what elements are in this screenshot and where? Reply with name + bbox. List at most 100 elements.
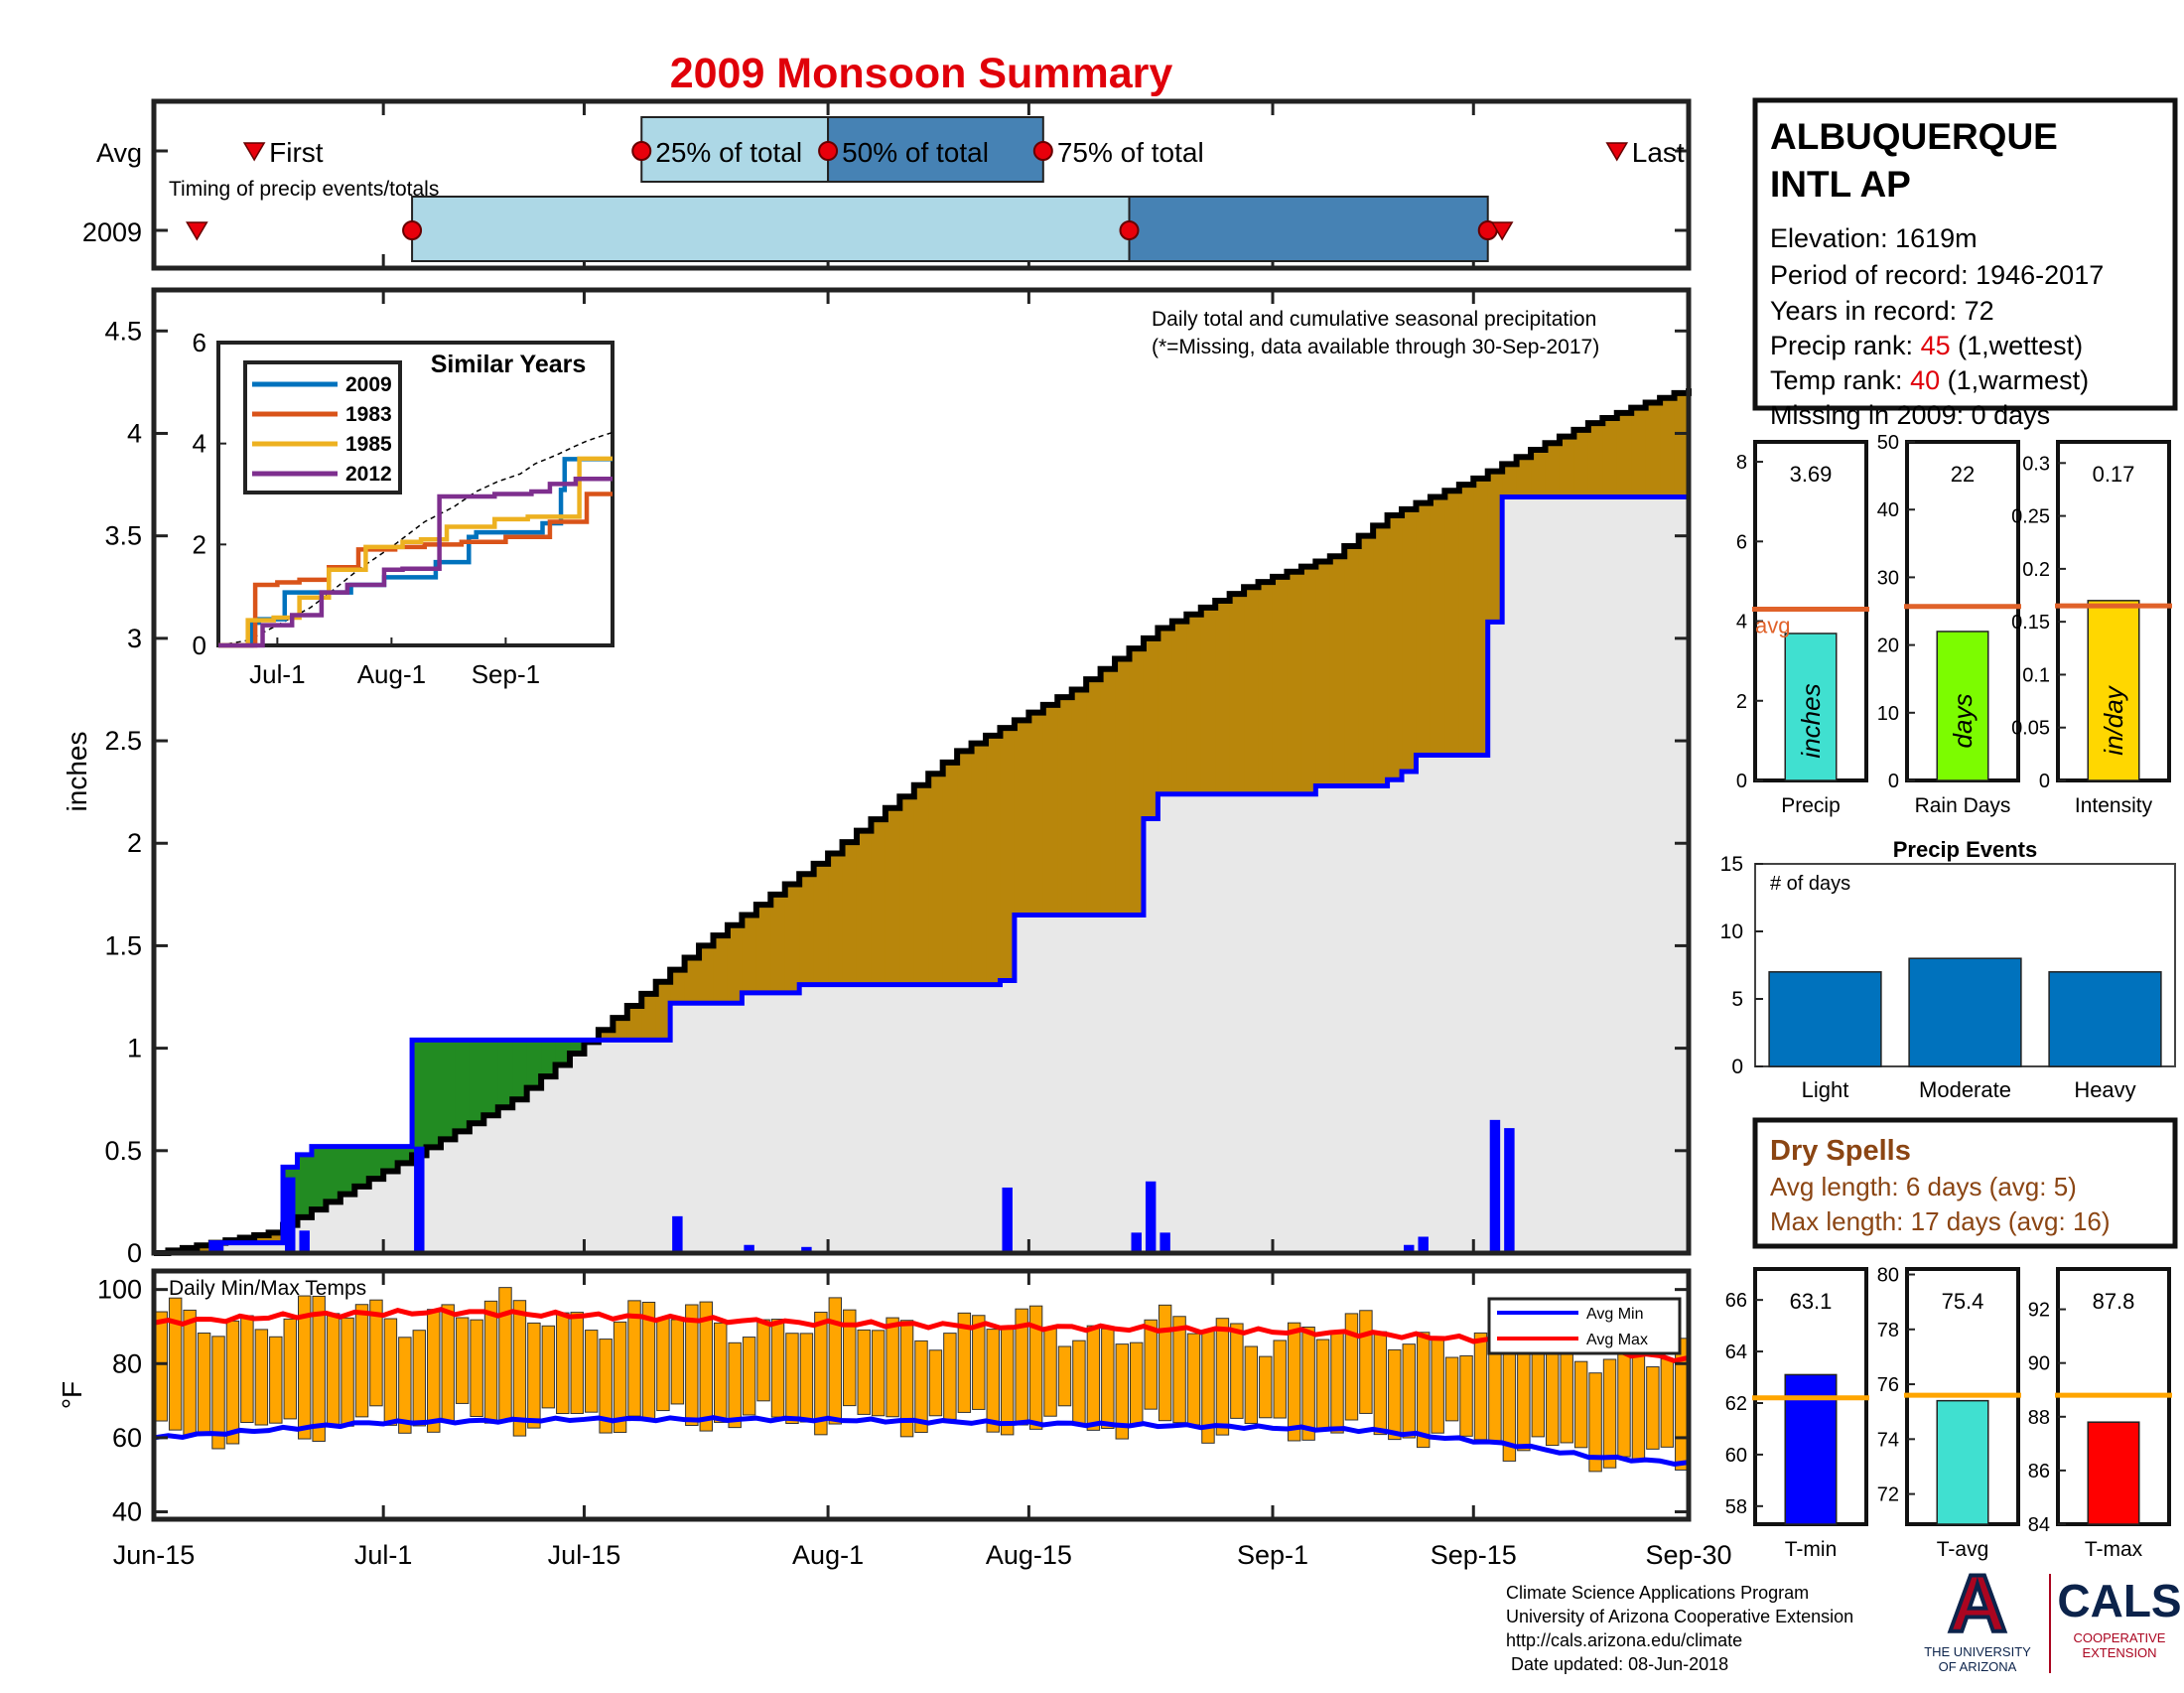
t_min-ytick-label: 60 — [1725, 1445, 1747, 1467]
deficit-fill — [1559, 436, 1575, 497]
deficit-fill — [871, 819, 887, 985]
below-fill — [225, 1242, 241, 1253]
date-tick-label: Aug-1 — [792, 1540, 864, 1570]
rain_days-xlabel: Rain Days — [1915, 794, 2011, 817]
t_avg-ytick-label: 78 — [1877, 1320, 1899, 1341]
deficit-fill — [1000, 728, 1016, 981]
inset-axes: 0 2 4 6 Jul-1 Aug-1 Sep-1 — [193, 328, 541, 689]
date-tick-label: Jun-15 — [113, 1540, 196, 1570]
main-ytick-label: 0.5 — [104, 1136, 142, 1166]
events-ytick-label: 5 — [1731, 988, 1743, 1011]
temp-range-bar — [1186, 1333, 1201, 1426]
temp-range-bar — [1244, 1345, 1259, 1424]
deficit-fill — [1545, 443, 1561, 497]
deficit-fill — [254, 1234, 270, 1243]
timing-first-last-marker — [1490, 221, 1514, 241]
temp-range-bar — [1072, 1340, 1086, 1426]
deficit-fill — [1171, 621, 1187, 794]
surplus-fill — [483, 1040, 499, 1116]
precip_total-ytick-label: 0 — [1736, 771, 1747, 792]
main-ylabel: inches — [62, 732, 92, 812]
intensity-unit-label: in/day — [2099, 684, 2128, 755]
temp-range-bar — [225, 1320, 240, 1445]
intensity-ytick-label: 0.25 — [2011, 506, 2050, 528]
deficit-fill — [784, 884, 800, 993]
t_avg-ytick-label: 76 — [1877, 1374, 1899, 1396]
temp-range-bar — [354, 1304, 369, 1418]
surplus-fill — [383, 1146, 399, 1172]
below-fill — [1516, 496, 1532, 1254]
temp-range-bar — [972, 1315, 986, 1410]
rain_days-ytick-label: 0 — [1888, 771, 1899, 792]
precip_total-ytick-label: 4 — [1736, 612, 1747, 634]
deficit-fill — [1014, 720, 1029, 916]
temp-range-bar — [713, 1322, 728, 1423]
deficit-fill — [1587, 423, 1603, 497]
temp-range-bar — [957, 1312, 972, 1413]
cals-sub2: EXTENSION — [2082, 1645, 2156, 1660]
events-category-label: Light — [1802, 1077, 1849, 1102]
below-fill — [1272, 793, 1289, 1253]
surplus-fill — [440, 1040, 457, 1140]
below-fill — [254, 1242, 270, 1253]
deficit-fill — [1315, 561, 1331, 786]
deficit-fill — [1645, 402, 1661, 497]
timing-percentile-marker — [1032, 141, 1053, 161]
temp-range-bar — [412, 1330, 427, 1427]
t_avg-ytick-label: 72 — [1877, 1484, 1899, 1506]
below-fill — [613, 1040, 628, 1253]
temp-range-bar — [1259, 1355, 1273, 1419]
ua-logo-line2: OF ARIZONA — [1939, 1659, 2017, 1674]
t_max-ytick-label: 84 — [2028, 1514, 2050, 1536]
deficit-fill — [1616, 412, 1632, 497]
timing-percentile-marker — [1119, 220, 1140, 240]
station-frame — [1752, 97, 2178, 411]
temp-range-bar — [1043, 1327, 1057, 1417]
deficit-fill — [1473, 478, 1489, 756]
inset-series-1985 — [218, 456, 613, 648]
surplus-fill — [368, 1146, 384, 1180]
intensity-ytick-label: 0 — [2039, 771, 2050, 792]
footer: Climate Science Applications Program Uni… — [1506, 1557, 2182, 1674]
deficit-fill — [1573, 429, 1589, 497]
events-category-label: Heavy — [2074, 1077, 2135, 1102]
temp-range-bar — [699, 1301, 713, 1432]
temp-range-bar — [1431, 1339, 1444, 1434]
below-fill — [684, 1003, 700, 1253]
rain_days-ytick-label: 20 — [1877, 635, 1899, 657]
events-ytick-label: 0 — [1731, 1056, 1743, 1078]
temp-range-bar — [1617, 1345, 1631, 1458]
temp-range-bar — [1416, 1332, 1431, 1449]
temp-range-bar — [1359, 1310, 1373, 1414]
events-bar — [1768, 971, 1882, 1067]
deficit-fill — [971, 743, 987, 985]
deficit-fill — [655, 981, 671, 1041]
t_max-value-label: 87.8 — [2093, 1289, 2135, 1314]
deficit-fill — [1057, 697, 1073, 916]
date-axis-labels: Jun-15 Jul-1 Jul-15 Aug-1 Aug-15 Sep-1 Sep-15 S… — [113, 1540, 1732, 1570]
intensity-ytick-label: 0.1 — [2022, 664, 2050, 686]
station-info-box: ALBUQUERQUE INTL AP Elevation: 1619m Per… — [1752, 97, 2178, 430]
inset-legend-label: 2012 — [345, 463, 392, 486]
temp-range-bar — [1130, 1341, 1144, 1426]
t_min-ytick-label: 66 — [1725, 1290, 1747, 1312]
below-fill — [799, 984, 815, 1253]
footer-line2: University of Arizona Cooperative Extens… — [1506, 1607, 1853, 1626]
t_max-bar — [2087, 1421, 2140, 1525]
temp-ylabel: °F — [57, 1381, 87, 1409]
temp-legend-box — [1487, 1297, 1682, 1355]
deficit-fill — [813, 863, 829, 985]
station-precip-rank: Precip rank: 45 (1,wettest) — [1770, 331, 2083, 360]
below-fill — [1358, 785, 1374, 1253]
deficit-fill — [1300, 566, 1316, 794]
below-fill — [570, 1053, 586, 1253]
t_max-ytick-label: 90 — [2028, 1353, 2050, 1375]
below-fill — [440, 1139, 457, 1253]
temp-range-bar — [1646, 1366, 1660, 1450]
surplus-fill — [555, 1040, 571, 1065]
below-fill — [742, 992, 757, 1253]
inset-xtick-label: Aug-1 — [357, 659, 426, 689]
deficit-fill — [1115, 658, 1131, 916]
surplus-fill — [397, 1146, 413, 1164]
